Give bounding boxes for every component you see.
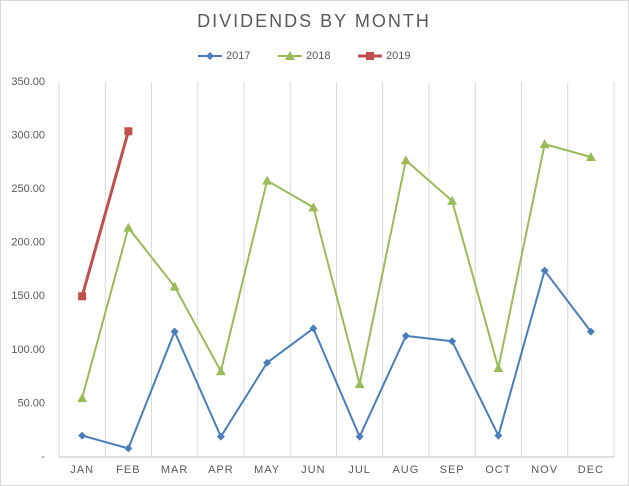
y-tick-label: 50.00 — [17, 397, 45, 409]
marker — [124, 444, 133, 453]
marker — [539, 139, 550, 149]
marker — [447, 195, 458, 205]
x-tick-label: APR — [208, 464, 234, 476]
chart-title: DIVIDENDS BY MONTH — [197, 11, 431, 31]
x-tick-label: AUG — [392, 464, 419, 476]
y-tick-label: 200.00 — [11, 237, 45, 249]
marker — [124, 127, 133, 136]
marker — [77, 393, 88, 403]
marker — [78, 431, 87, 440]
marker — [448, 337, 457, 346]
marker — [170, 327, 179, 336]
marker — [215, 366, 226, 376]
marker — [169, 281, 180, 291]
y-tick-label: 100.00 — [11, 344, 45, 356]
marker — [123, 222, 134, 232]
series-line — [81, 143, 592, 399]
y-tick-label: - — [41, 451, 45, 463]
marker — [401, 331, 410, 340]
marker — [540, 266, 549, 275]
marker — [285, 51, 295, 60]
legend-label: 2019 — [386, 50, 410, 62]
marker — [585, 152, 596, 161]
x-tick-label: OCT — [485, 464, 511, 476]
series-line — [80, 130, 130, 297]
marker — [262, 175, 273, 185]
x-tick-label: JUN — [301, 464, 325, 476]
marker — [78, 292, 87, 301]
marker — [400, 155, 411, 165]
x-tick-label: NOV — [531, 464, 558, 476]
marker — [494, 431, 503, 440]
x-tick-label: JAN — [70, 464, 94, 476]
marker — [263, 358, 272, 367]
x-tick-label: FEB — [116, 464, 140, 476]
x-tick-label: MAY — [254, 464, 280, 476]
marker — [308, 202, 319, 212]
y-tick-label: 350.00 — [11, 76, 45, 88]
marker — [355, 432, 364, 441]
marker — [586, 327, 595, 336]
y-tick-label: 250.00 — [11, 183, 45, 195]
marker — [206, 52, 214, 60]
marker — [354, 379, 365, 389]
marker — [366, 52, 374, 60]
series-line — [81, 269, 592, 450]
x-tick-label: DEC — [578, 464, 604, 476]
x-tick-label: JUL — [348, 464, 371, 476]
x-tick-label: SEP — [440, 464, 465, 476]
legend-label: 2017 — [226, 50, 250, 62]
x-tick-label: MAR — [161, 464, 188, 476]
marker — [309, 324, 318, 333]
marker — [493, 363, 504, 373]
y-tick-label: 300.00 — [11, 129, 45, 141]
y-tick-label: 150.00 — [11, 290, 45, 302]
marker — [216, 432, 225, 441]
legend-label: 2018 — [306, 50, 330, 62]
